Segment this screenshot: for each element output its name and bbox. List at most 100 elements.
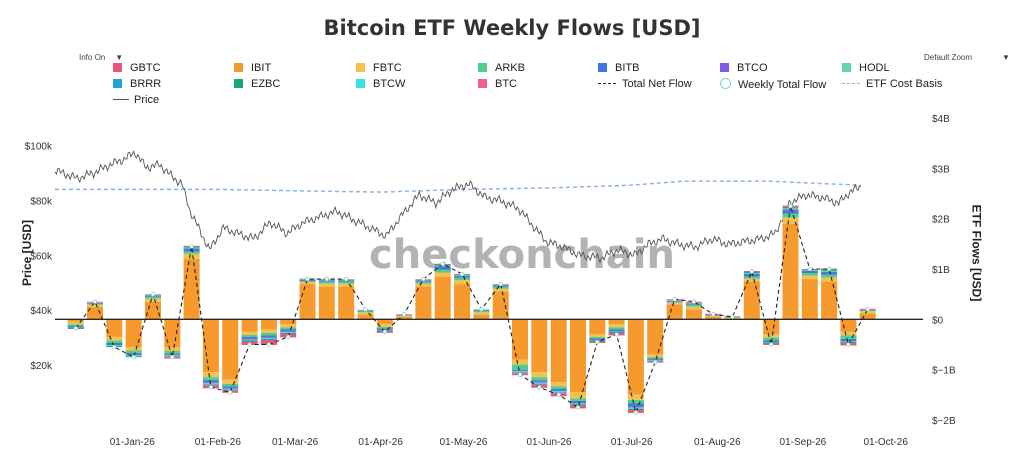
- legend-item-bitb[interactable]: BITB: [598, 62, 639, 74]
- bar-segment-fbtc: [260, 329, 277, 333]
- weekly-total-marker: [459, 271, 465, 277]
- bar-segment-bitb: [434, 267, 451, 270]
- weekly-total-marker: [401, 312, 407, 317]
- bar-segment-bitb: [222, 386, 239, 388]
- y-left-tick-label: $60k: [30, 251, 53, 262]
- weekly-total-marker: [247, 342, 252, 347]
- legend-item-btcw[interactable]: BTCW: [356, 78, 405, 90]
- weekly-total-marker: [691, 299, 697, 304]
- bar-segment-ibit: [627, 319, 644, 395]
- weekly-total-marker: [440, 261, 445, 267]
- price-line: [54, 150, 862, 264]
- bar-segment-ibit: [666, 304, 683, 320]
- bar-segment-bitb: [608, 329, 625, 331]
- legend-item-etf-cost-basis[interactable]: ETF Cost Basis: [842, 78, 942, 90]
- bar-segment-arkb: [685, 304, 702, 307]
- legend-label: EZBC: [251, 78, 281, 90]
- legend-item-weekly-total-flow[interactable]: Weekly Total Flow: [720, 78, 826, 91]
- weekly-total-marker: [807, 266, 812, 272]
- bar-segment-btco: [280, 330, 297, 332]
- bar-segment-btco: [821, 272, 838, 273]
- bar-segment-bitb: [685, 303, 702, 305]
- bar-segment-hodl: [512, 371, 528, 373]
- total-net-flow-line: [75, 205, 869, 415]
- legend-item-arkb[interactable]: ARKB: [478, 62, 525, 74]
- bar-segment-bitb: [782, 211, 799, 214]
- bar-segment-fbtc: [589, 334, 606, 337]
- bar-segment-brrr: [550, 392, 567, 393]
- bar-segment-arkb: [260, 332, 277, 336]
- bar-segment-btc: [241, 341, 258, 343]
- weekly-total-marker: [595, 339, 600, 345]
- bar-segment-fbtc: [608, 324, 625, 328]
- info-toggle-dropdown[interactable]: Info On ▼: [79, 53, 123, 62]
- y-right-tick-label: $0: [932, 315, 944, 326]
- bar-segment-hodl: [821, 270, 838, 272]
- legend-item-btco[interactable]: BTCO: [720, 62, 768, 74]
- y-axis-left-label: Price [USD]: [20, 219, 35, 287]
- legend-item-fbtc[interactable]: FBTC: [356, 62, 402, 74]
- bar-segment-arkb: [125, 350, 142, 353]
- weekly-total-marker: [208, 385, 214, 390]
- bar-segment-btco: [782, 209, 799, 212]
- bar-segment-arkb: [627, 399, 644, 404]
- bar-segment-arkb: [357, 311, 374, 313]
- bar-segment-ibit: [396, 316, 413, 320]
- bar-segment-ibit: [125, 319, 142, 347]
- legend-item-ezbc[interactable]: EZBC: [234, 78, 280, 90]
- bar-segment-bitb: [376, 328, 393, 330]
- legend-label: BITB: [615, 62, 640, 74]
- bar-segment-ibit: [415, 286, 432, 320]
- bar-segment-ibit: [202, 319, 219, 373]
- weekly-total-marker: [633, 410, 639, 415]
- weekly-total-marker: [826, 266, 832, 272]
- legend-item-ibit[interactable]: IBIT: [234, 62, 271, 74]
- legend-item-gbtc[interactable]: GBTC: [113, 62, 161, 74]
- bar-segment-ezbc: [202, 384, 219, 386]
- bar-segment-fbtc: [318, 283, 335, 287]
- zoom-dropdown[interactable]: Default Zoom ▼: [924, 53, 1010, 62]
- weekly-total-marker: [479, 307, 484, 312]
- bar-segment-ibit: [589, 319, 606, 335]
- bar-segment-arkb: [666, 301, 683, 303]
- bar-segment-brrr: [260, 339, 277, 340]
- legend-item-total-net-flow[interactable]: Total Net Flow: [598, 78, 692, 90]
- y-left-tick-label: $40k: [30, 306, 53, 317]
- chevron-down-icon: ▼: [115, 53, 124, 62]
- bar-segment-arkb: [299, 281, 316, 283]
- y-right-tick-label: $1B: [932, 265, 950, 276]
- legend-item-btc[interactable]: BTC: [478, 78, 517, 90]
- weekly-total-marker: [266, 342, 272, 347]
- legend-item-hodl[interactable]: HODL: [842, 62, 890, 74]
- bar-segment-bitb: [840, 339, 857, 341]
- weekly-total-marker: [305, 276, 310, 282]
- legend-swatch: [113, 79, 122, 88]
- weekly-total-marker: [575, 405, 581, 410]
- bar-segment-fbtc: [859, 311, 876, 314]
- bar-segment-btco: [801, 271, 818, 272]
- bar-segment-fbtc: [299, 282, 316, 285]
- legend-swatch: [598, 63, 607, 72]
- legend-item-brrr[interactable]: BRRR: [113, 78, 161, 90]
- bar-segment-ibit: [570, 319, 586, 393]
- legend-swatch: [842, 83, 860, 84]
- chart-title: Bitcoin ETF Weekly Flows [USD]: [323, 16, 701, 40]
- bar-segment-ibit: [376, 319, 393, 325]
- weekly-total-marker: [363, 307, 368, 312]
- chevron-down-icon: ▼: [1002, 53, 1010, 62]
- bar-segment-fbtc: [685, 306, 702, 310]
- bar-segment-brrr: [531, 383, 548, 385]
- legend-swatch: [234, 79, 243, 88]
- legend-item-price[interactable]: Price: [113, 94, 159, 106]
- legend-swatch: [478, 79, 487, 88]
- bar-segment-ibit: [492, 291, 509, 320]
- watermark-text: checkonchain: [369, 232, 675, 278]
- bar-segment-arkb: [550, 386, 567, 389]
- bar-segment-brrr: [512, 372, 528, 373]
- x-tick-label: 01-Jan-26: [110, 437, 155, 448]
- bar-segment-brrr: [840, 342, 857, 343]
- bar-segment-bitb: [743, 275, 760, 277]
- bar-segment-fbtc: [241, 331, 258, 335]
- bar-segment-ibit: [743, 281, 760, 320]
- bar-segment-bitb: [512, 369, 528, 371]
